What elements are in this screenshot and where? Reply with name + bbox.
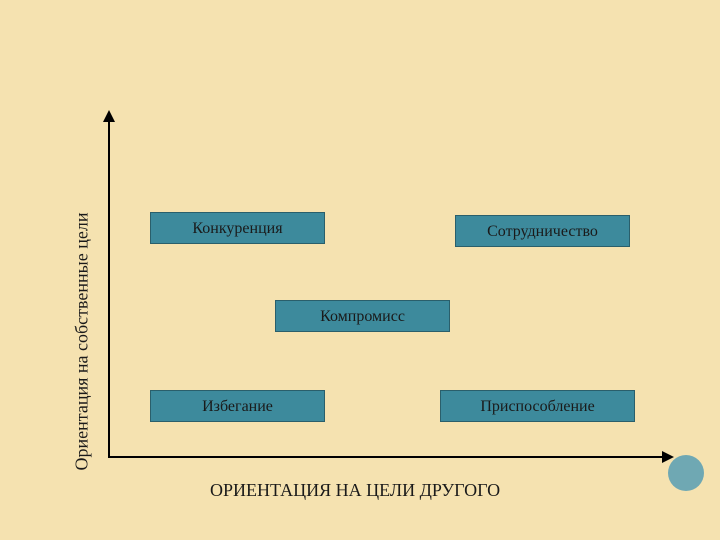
box-label: Компромисс xyxy=(320,308,405,325)
diagram-canvas: Ориентация на собственные цели Конкуренц… xyxy=(0,0,720,540)
x-axis-label: ОРИЕНТАЦИЯ НА ЦЕЛИ ДРУГОГО xyxy=(210,480,510,501)
y-axis-line xyxy=(108,118,110,456)
y-axis-label: Ориентация на собственные цели xyxy=(72,131,93,471)
box-label: Избегание xyxy=(202,398,273,415)
decor-circle xyxy=(668,455,704,491)
box-label: Приспособление xyxy=(480,398,594,415)
box-label: Конкуренция xyxy=(192,220,282,237)
box-avoidance: Избегание xyxy=(150,390,325,422)
box-competition: Конкуренция xyxy=(150,212,325,244)
x-axis-line xyxy=(108,456,664,458)
box-label: Сотрудничество xyxy=(487,223,598,240)
y-axis-arrow xyxy=(103,110,115,122)
box-compromise: Компромисс xyxy=(275,300,450,332)
box-collaboration: Сотрудничество xyxy=(455,215,630,247)
box-accommodation: Приспособление xyxy=(440,390,635,422)
